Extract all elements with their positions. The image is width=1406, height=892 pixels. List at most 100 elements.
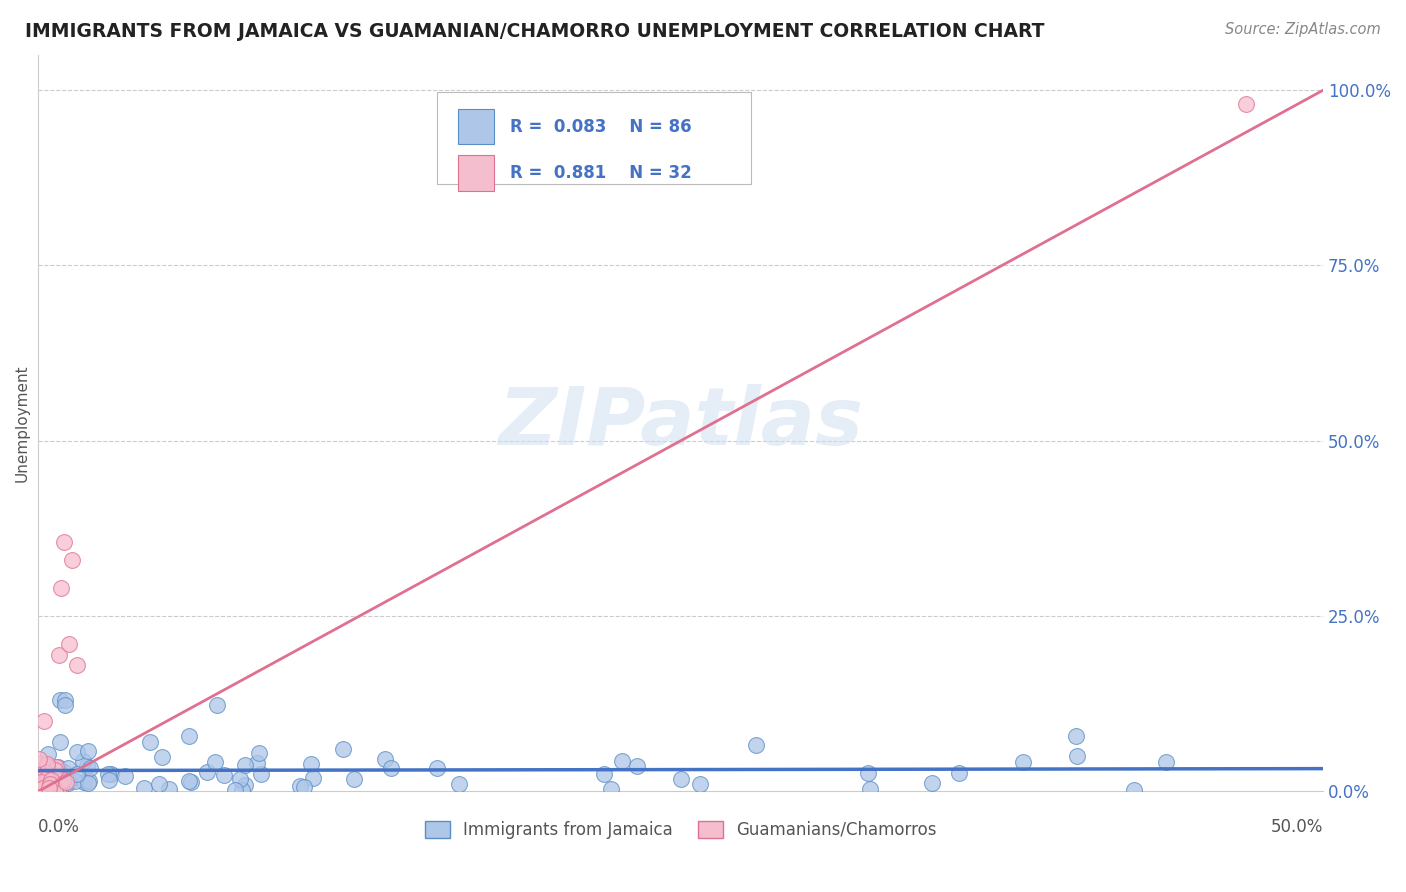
Point bbox=[249, 766, 271, 780]
Text: 50.0%: 50.0% bbox=[1271, 818, 1323, 836]
Point bbox=[53, 693, 76, 707]
Point bbox=[299, 756, 322, 771]
Point bbox=[63, 774, 86, 789]
Point bbox=[41, 783, 63, 797]
Point bbox=[45, 760, 67, 774]
Point bbox=[1154, 755, 1177, 769]
Point bbox=[77, 773, 100, 788]
Point bbox=[343, 772, 366, 786]
Point bbox=[66, 767, 89, 781]
Point bbox=[46, 759, 69, 773]
Point bbox=[41, 772, 63, 787]
Point bbox=[179, 729, 201, 743]
Point bbox=[374, 752, 396, 766]
Point bbox=[235, 758, 257, 772]
Point bbox=[72, 754, 94, 768]
Point bbox=[77, 744, 100, 758]
Point bbox=[689, 777, 711, 791]
Point bbox=[45, 780, 67, 795]
Point bbox=[205, 698, 228, 712]
Point bbox=[212, 767, 235, 781]
Point bbox=[30, 775, 52, 789]
Point bbox=[48, 777, 70, 791]
Point bbox=[1122, 782, 1144, 797]
Point bbox=[66, 745, 89, 759]
Text: R =  0.083    N = 86: R = 0.083 N = 86 bbox=[510, 118, 692, 136]
Point bbox=[44, 783, 66, 797]
Point bbox=[46, 769, 69, 783]
Point bbox=[1012, 755, 1035, 769]
Point bbox=[593, 766, 616, 780]
Point bbox=[52, 772, 75, 787]
Point bbox=[76, 776, 98, 790]
Point bbox=[224, 783, 246, 797]
Text: ZIPatlas: ZIPatlas bbox=[498, 384, 863, 462]
Point bbox=[1234, 97, 1257, 112]
Point bbox=[31, 766, 53, 780]
Point bbox=[44, 780, 66, 795]
Point bbox=[73, 775, 96, 789]
Point bbox=[32, 714, 55, 728]
Point bbox=[858, 765, 880, 780]
Point bbox=[35, 772, 58, 786]
Point bbox=[30, 782, 52, 797]
Point bbox=[51, 581, 73, 595]
Point bbox=[79, 761, 101, 775]
Point bbox=[27, 756, 49, 771]
Point bbox=[449, 776, 471, 790]
Point bbox=[56, 776, 79, 790]
Point bbox=[157, 782, 180, 797]
Point bbox=[37, 757, 59, 772]
Point bbox=[49, 783, 72, 797]
Point bbox=[152, 749, 174, 764]
Point bbox=[32, 765, 55, 780]
Point bbox=[1066, 748, 1088, 763]
Point bbox=[55, 774, 77, 789]
Point bbox=[177, 773, 200, 788]
Point bbox=[35, 781, 58, 796]
Point bbox=[30, 775, 52, 789]
Point bbox=[247, 746, 270, 760]
Point bbox=[53, 698, 76, 712]
Point bbox=[228, 772, 250, 786]
Y-axis label: Unemployment: Unemployment bbox=[15, 365, 30, 482]
Point bbox=[425, 761, 447, 775]
Point bbox=[49, 779, 72, 793]
Point bbox=[921, 775, 943, 789]
Point bbox=[231, 782, 253, 797]
Text: 0.0%: 0.0% bbox=[38, 818, 80, 836]
Point bbox=[114, 769, 136, 783]
Point bbox=[600, 781, 623, 796]
Point bbox=[48, 693, 70, 707]
Point bbox=[49, 769, 72, 783]
Point bbox=[58, 773, 80, 788]
Point bbox=[48, 734, 70, 748]
Point bbox=[134, 780, 156, 795]
Point bbox=[76, 758, 98, 772]
Point bbox=[37, 777, 59, 791]
Point bbox=[60, 553, 83, 567]
Point bbox=[288, 780, 311, 794]
Text: Source: ZipAtlas.com: Source: ZipAtlas.com bbox=[1225, 22, 1381, 37]
Point bbox=[859, 782, 882, 797]
Point bbox=[38, 780, 60, 795]
Text: R =  0.881    N = 32: R = 0.881 N = 32 bbox=[510, 164, 692, 182]
Legend: Immigrants from Jamaica, Guamanians/Chamorros: Immigrants from Jamaica, Guamanians/Cham… bbox=[418, 814, 943, 846]
Point bbox=[98, 772, 121, 787]
Point bbox=[195, 764, 218, 779]
Text: IMMIGRANTS FROM JAMAICA VS GUAMANIAN/CHAMORRO UNEMPLOYMENT CORRELATION CHART: IMMIGRANTS FROM JAMAICA VS GUAMANIAN/CHA… bbox=[25, 22, 1045, 41]
Point bbox=[180, 775, 202, 789]
Point bbox=[53, 535, 76, 549]
Point bbox=[380, 761, 402, 775]
Point bbox=[66, 658, 89, 673]
Point bbox=[44, 763, 66, 777]
Point bbox=[28, 769, 51, 783]
Point bbox=[35, 781, 58, 796]
FancyBboxPatch shape bbox=[458, 109, 495, 145]
Point bbox=[42, 780, 65, 794]
Point bbox=[292, 780, 315, 795]
Point bbox=[35, 758, 58, 772]
Point bbox=[100, 767, 122, 781]
Point bbox=[48, 648, 70, 662]
Point bbox=[948, 766, 970, 780]
